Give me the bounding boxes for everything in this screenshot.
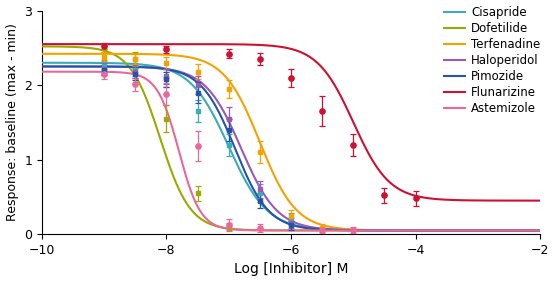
Terfenadine (414, 229, 421, 232)
Astemizole (332, 229, 339, 232)
Cisapride (38, 61, 45, 64)
Haloperidol (537, 229, 543, 232)
Terfenadine (537, 229, 543, 232)
Line: Terfenadine: Terfenadine (42, 54, 540, 230)
Terfenadine (166, 53, 173, 57)
Terfenadine (371, 228, 378, 232)
Astemizole (414, 229, 421, 232)
Flunarizine (537, 199, 543, 202)
Pimozide (414, 229, 421, 232)
Haloperidol (414, 229, 421, 232)
Line: Pimozide: Pimozide (42, 67, 540, 230)
Pimozide (371, 229, 378, 232)
Line: Astemizole: Astemizole (42, 72, 540, 230)
Haloperidol (332, 228, 339, 231)
Flunarizine (127, 42, 133, 46)
Flunarizine (332, 85, 339, 88)
Line: Haloperidol: Haloperidol (42, 67, 540, 230)
Terfenadine (127, 52, 133, 56)
Haloperidol (371, 229, 378, 232)
Flunarizine (166, 42, 173, 46)
Cisapride (127, 62, 133, 65)
Haloperidol (264, 198, 271, 201)
Pimozide (166, 68, 173, 72)
Cisapride (414, 229, 421, 232)
Pimozide (38, 65, 45, 68)
Dofetilide (166, 166, 173, 169)
Astemizole (537, 229, 543, 232)
Pimozide (264, 208, 271, 211)
Cisapride (166, 69, 173, 72)
Cisapride (264, 209, 271, 212)
Dofetilide (414, 229, 421, 232)
Cisapride (537, 229, 543, 232)
Flunarizine (264, 44, 271, 47)
Line: Cisapride: Cisapride (42, 63, 540, 230)
Dofetilide (38, 45, 45, 48)
Pimozide (537, 229, 543, 232)
Haloperidol (127, 65, 133, 69)
Flunarizine (38, 42, 45, 46)
Y-axis label: Response: baseline (max - min): Response: baseline (max - min) (6, 23, 18, 221)
Terfenadine (264, 158, 271, 162)
Dofetilide (127, 67, 133, 70)
Legend: Cisapride, Dofetilide, Terfenadine, Haloperidol, Pimozide, Flunarizine, Astemizo: Cisapride, Dofetilide, Terfenadine, Halo… (444, 6, 540, 115)
Terfenadine (332, 226, 339, 230)
Cisapride (332, 228, 339, 232)
Astemizole (264, 229, 271, 232)
Dofetilide (332, 229, 339, 232)
Pimozide (332, 228, 339, 232)
Dofetilide (537, 229, 543, 232)
Astemizole (371, 229, 378, 232)
Line: Dofetilide: Dofetilide (42, 47, 540, 230)
Haloperidol (166, 68, 173, 71)
Astemizole (166, 118, 173, 122)
Terfenadine (38, 52, 45, 56)
Haloperidol (38, 65, 45, 68)
Astemizole (38, 70, 45, 73)
Astemizole (127, 72, 133, 75)
Dofetilide (264, 229, 271, 232)
Cisapride (371, 229, 378, 232)
Pimozide (127, 65, 133, 69)
X-axis label: Log [Inhibitor] M: Log [Inhibitor] M (234, 263, 349, 276)
Flunarizine (371, 162, 378, 166)
Line: Flunarizine: Flunarizine (42, 44, 540, 201)
Dofetilide (371, 229, 378, 232)
Flunarizine (414, 195, 421, 198)
